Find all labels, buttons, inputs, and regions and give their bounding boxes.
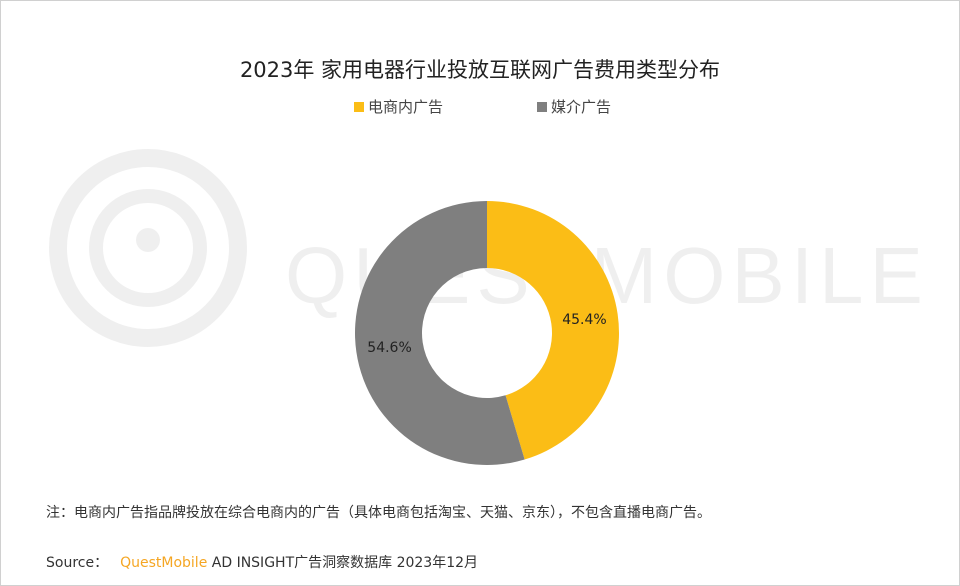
legend-swatch [537,101,547,112]
legend-item-ecommerce: 电商内广告 [354,96,443,117]
legend-label: 电商内广告 [368,98,444,116]
donut-slice-0 [487,201,620,460]
footnote: 注：电商内广告指品牌投放在综合电商内的广告（具体电商包括淘宝、天猫、京东），不包… [46,505,711,521]
source-text: AD INSIGHT广告洞察数据库 2023年12月 [207,555,479,571]
chart-title: 2023年 家用电器行业投放互联网广告费用类型分布 [239,58,721,82]
legend-item-media: 媒介广告 [537,96,611,117]
legend-label: 媒介广告 [551,98,612,116]
data-label-0: 45.4% [562,312,606,328]
legend-swatch [354,101,364,112]
data-label-1: 54.6% [367,340,411,356]
source-line: Source： QuestMobile AD INSIGHT广告洞察数据库 202… [46,552,478,572]
source-label: Source： [46,555,109,571]
donut-slice-1 [355,201,525,465]
source-brand: QuestMobile [120,555,208,571]
